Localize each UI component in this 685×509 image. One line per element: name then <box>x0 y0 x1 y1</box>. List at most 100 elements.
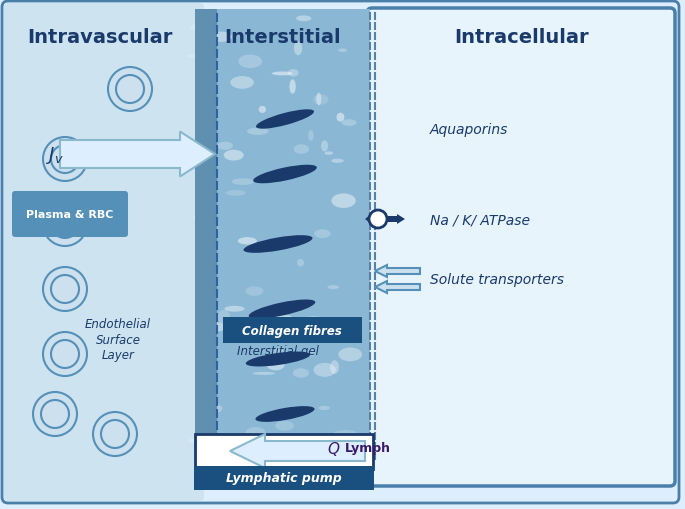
Ellipse shape <box>249 300 315 319</box>
Text: Intracellular: Intracellular <box>455 28 589 47</box>
Ellipse shape <box>199 403 223 414</box>
Text: Interstitial: Interstitial <box>225 28 341 47</box>
Circle shape <box>43 203 87 246</box>
Ellipse shape <box>225 190 246 196</box>
Bar <box>195 10 370 464</box>
FancyBboxPatch shape <box>12 191 128 238</box>
Ellipse shape <box>304 317 323 324</box>
Ellipse shape <box>238 55 262 69</box>
Ellipse shape <box>319 406 330 410</box>
Ellipse shape <box>246 287 263 296</box>
FancyArrow shape <box>365 216 370 223</box>
Ellipse shape <box>308 131 314 142</box>
Ellipse shape <box>188 438 210 443</box>
Ellipse shape <box>314 230 331 239</box>
Ellipse shape <box>338 49 347 53</box>
Ellipse shape <box>253 372 275 375</box>
Ellipse shape <box>195 279 210 284</box>
Ellipse shape <box>336 114 345 122</box>
Ellipse shape <box>275 347 284 358</box>
FancyBboxPatch shape <box>194 466 374 490</box>
Ellipse shape <box>313 95 329 105</box>
Ellipse shape <box>334 430 357 437</box>
Ellipse shape <box>224 151 244 161</box>
Ellipse shape <box>230 77 254 90</box>
Text: Endothelial
Surface
Layer: Endothelial Surface Layer <box>85 318 151 361</box>
FancyBboxPatch shape <box>223 318 362 344</box>
Ellipse shape <box>225 306 245 312</box>
Ellipse shape <box>330 360 339 374</box>
Ellipse shape <box>327 286 339 290</box>
Text: Lymph: Lymph <box>345 442 391 455</box>
Circle shape <box>43 267 87 312</box>
Text: $Q$: $Q$ <box>327 439 340 457</box>
Ellipse shape <box>290 80 296 95</box>
Ellipse shape <box>256 110 314 129</box>
Ellipse shape <box>195 289 207 298</box>
Ellipse shape <box>238 238 257 245</box>
Ellipse shape <box>309 349 315 357</box>
Text: Solute transporters: Solute transporters <box>430 272 564 287</box>
Ellipse shape <box>217 310 230 325</box>
Ellipse shape <box>338 348 362 361</box>
Circle shape <box>43 138 87 182</box>
Ellipse shape <box>290 445 298 455</box>
Ellipse shape <box>212 224 219 238</box>
FancyArrow shape <box>230 434 365 468</box>
Circle shape <box>108 68 152 112</box>
Text: Collagen fibres: Collagen fibres <box>242 324 342 337</box>
Bar <box>195 10 217 464</box>
Ellipse shape <box>314 363 336 377</box>
Text: Aquaporins: Aquaporins <box>430 123 508 137</box>
Ellipse shape <box>268 241 282 245</box>
Ellipse shape <box>321 141 328 152</box>
Text: Interstitial gel: Interstitial gel <box>237 345 319 358</box>
Circle shape <box>43 332 87 376</box>
Ellipse shape <box>239 328 257 342</box>
Ellipse shape <box>325 152 333 156</box>
Text: Plasma & RBC: Plasma & RBC <box>26 210 114 219</box>
Ellipse shape <box>294 42 302 56</box>
Text: Lymphatic pump: Lymphatic pump <box>226 471 342 485</box>
Ellipse shape <box>275 421 294 431</box>
FancyArrow shape <box>375 266 420 277</box>
Circle shape <box>33 392 77 436</box>
FancyArrow shape <box>60 132 215 177</box>
Ellipse shape <box>296 16 312 22</box>
Ellipse shape <box>316 94 321 106</box>
Ellipse shape <box>256 406 314 422</box>
Ellipse shape <box>297 260 304 267</box>
Ellipse shape <box>253 165 317 184</box>
Ellipse shape <box>259 107 266 114</box>
FancyBboxPatch shape <box>367 9 675 486</box>
Ellipse shape <box>293 369 309 378</box>
Text: $J_v$: $J_v$ <box>46 144 64 165</box>
Ellipse shape <box>232 179 254 186</box>
Ellipse shape <box>332 194 356 209</box>
Ellipse shape <box>246 352 310 367</box>
Ellipse shape <box>272 72 292 76</box>
FancyArrow shape <box>375 281 420 293</box>
Ellipse shape <box>243 236 312 253</box>
Ellipse shape <box>266 359 285 371</box>
Ellipse shape <box>294 145 309 155</box>
Ellipse shape <box>246 427 265 437</box>
Bar <box>195 434 373 469</box>
Ellipse shape <box>288 70 299 77</box>
Circle shape <box>93 412 137 456</box>
Ellipse shape <box>210 33 232 43</box>
Ellipse shape <box>240 326 263 340</box>
Ellipse shape <box>228 435 241 449</box>
Text: Intravascular: Intravascular <box>27 28 173 47</box>
Ellipse shape <box>188 55 207 59</box>
Ellipse shape <box>217 143 233 151</box>
Ellipse shape <box>205 323 225 332</box>
Ellipse shape <box>247 128 269 135</box>
FancyBboxPatch shape <box>2 2 679 503</box>
Ellipse shape <box>332 159 344 163</box>
Ellipse shape <box>342 120 356 127</box>
FancyBboxPatch shape <box>4 4 204 501</box>
Ellipse shape <box>194 215 210 221</box>
Circle shape <box>369 211 387 229</box>
Ellipse shape <box>190 25 212 32</box>
